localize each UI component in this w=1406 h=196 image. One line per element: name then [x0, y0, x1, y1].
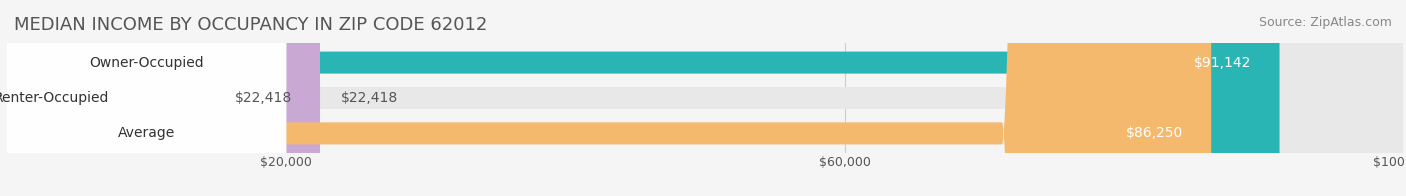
Text: $22,418: $22,418: [235, 91, 292, 105]
FancyBboxPatch shape: [7, 0, 1403, 196]
Text: $91,142: $91,142: [1194, 56, 1251, 70]
FancyBboxPatch shape: [7, 0, 1279, 196]
Text: Renter-Occupied: Renter-Occupied: [0, 91, 108, 105]
Text: Average: Average: [118, 126, 176, 140]
FancyBboxPatch shape: [7, 0, 1211, 196]
FancyBboxPatch shape: [0, 0, 174, 196]
FancyBboxPatch shape: [7, 0, 1403, 196]
Text: $22,418: $22,418: [342, 91, 398, 105]
FancyBboxPatch shape: [7, 0, 1403, 196]
FancyBboxPatch shape: [7, 0, 287, 196]
FancyBboxPatch shape: [7, 0, 287, 196]
Text: Source: ZipAtlas.com: Source: ZipAtlas.com: [1258, 16, 1392, 29]
Text: Owner-Occupied: Owner-Occupied: [90, 56, 204, 70]
FancyBboxPatch shape: [7, 0, 321, 196]
Text: $86,250: $86,250: [1126, 126, 1184, 140]
Text: MEDIAN INCOME BY OCCUPANCY IN ZIP CODE 62012: MEDIAN INCOME BY OCCUPANCY IN ZIP CODE 6…: [14, 16, 488, 34]
